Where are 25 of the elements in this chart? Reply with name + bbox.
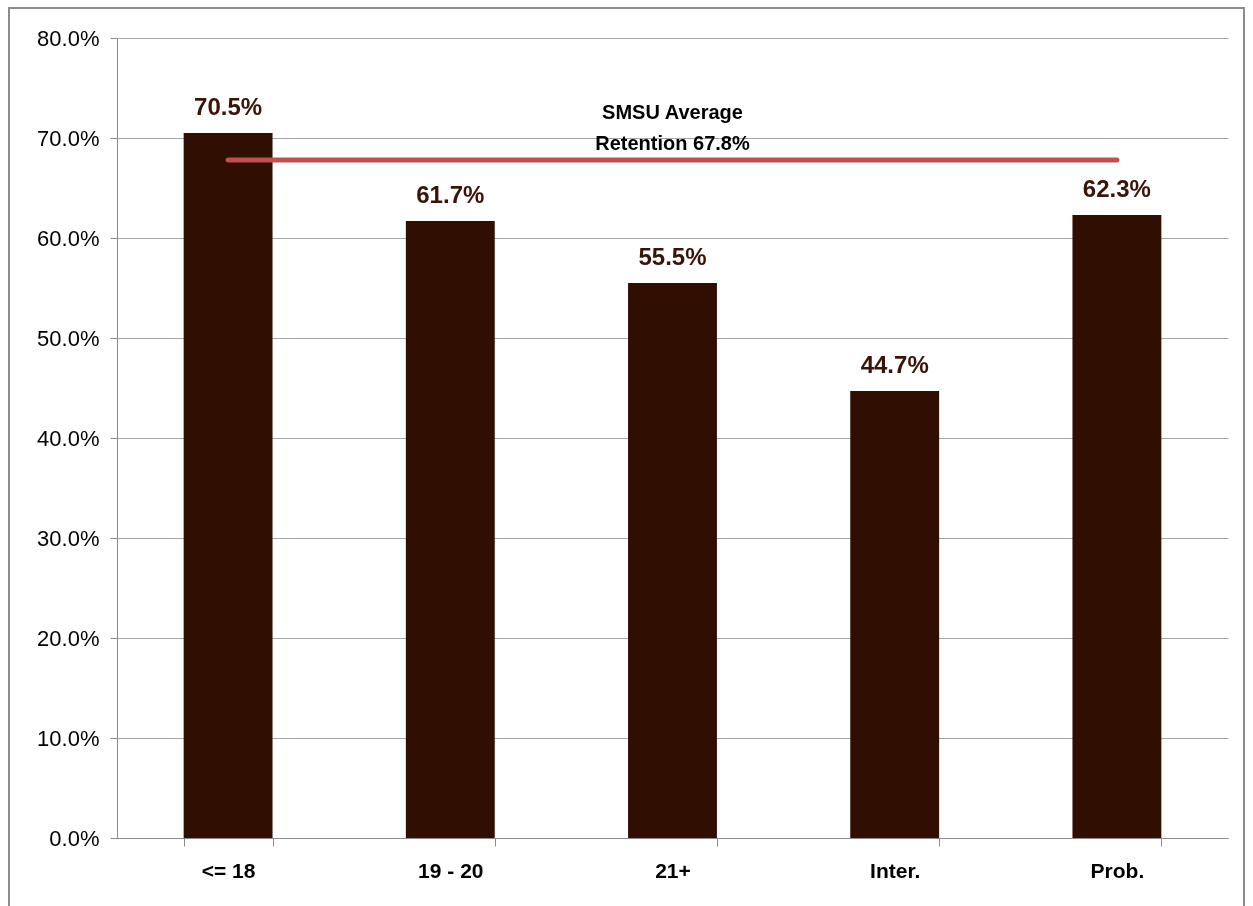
data-label: 61.7% (416, 181, 485, 208)
ref-line-label: SMSU Average Retention 67.8% (595, 101, 750, 154)
x-tick-label: <= 18 (201, 858, 256, 882)
y-tick-label: 20.0% (37, 625, 100, 651)
y-tick-label: 40.0% (37, 425, 100, 451)
data-label: 70.5% (194, 93, 263, 120)
y-tick-label: 60.0% (37, 225, 100, 251)
bar (183, 133, 273, 838)
bar (1072, 215, 1162, 838)
x-tick-label: 19 - 20 (418, 858, 484, 882)
data-label: 62.3% (1082, 175, 1151, 202)
data-label: 55.5% (638, 243, 707, 270)
y-tick-label: 10.0% (37, 725, 100, 751)
y-tick-label: 70.0% (37, 125, 100, 151)
y-tick-label: 50.0% (37, 325, 100, 351)
x-tick-label: Prob. (1090, 858, 1145, 882)
y-tick-label: 30.0% (37, 525, 100, 551)
data-label: 44.7% (860, 351, 929, 378)
bar (628, 283, 717, 838)
bar (405, 221, 495, 838)
bar (850, 391, 940, 838)
y-tick-label: 80.0% (37, 25, 100, 51)
x-tick-label: 21+ (655, 858, 691, 882)
y-tick-label: 0.0% (49, 825, 100, 851)
x-tick-label: Inter. (870, 858, 921, 882)
